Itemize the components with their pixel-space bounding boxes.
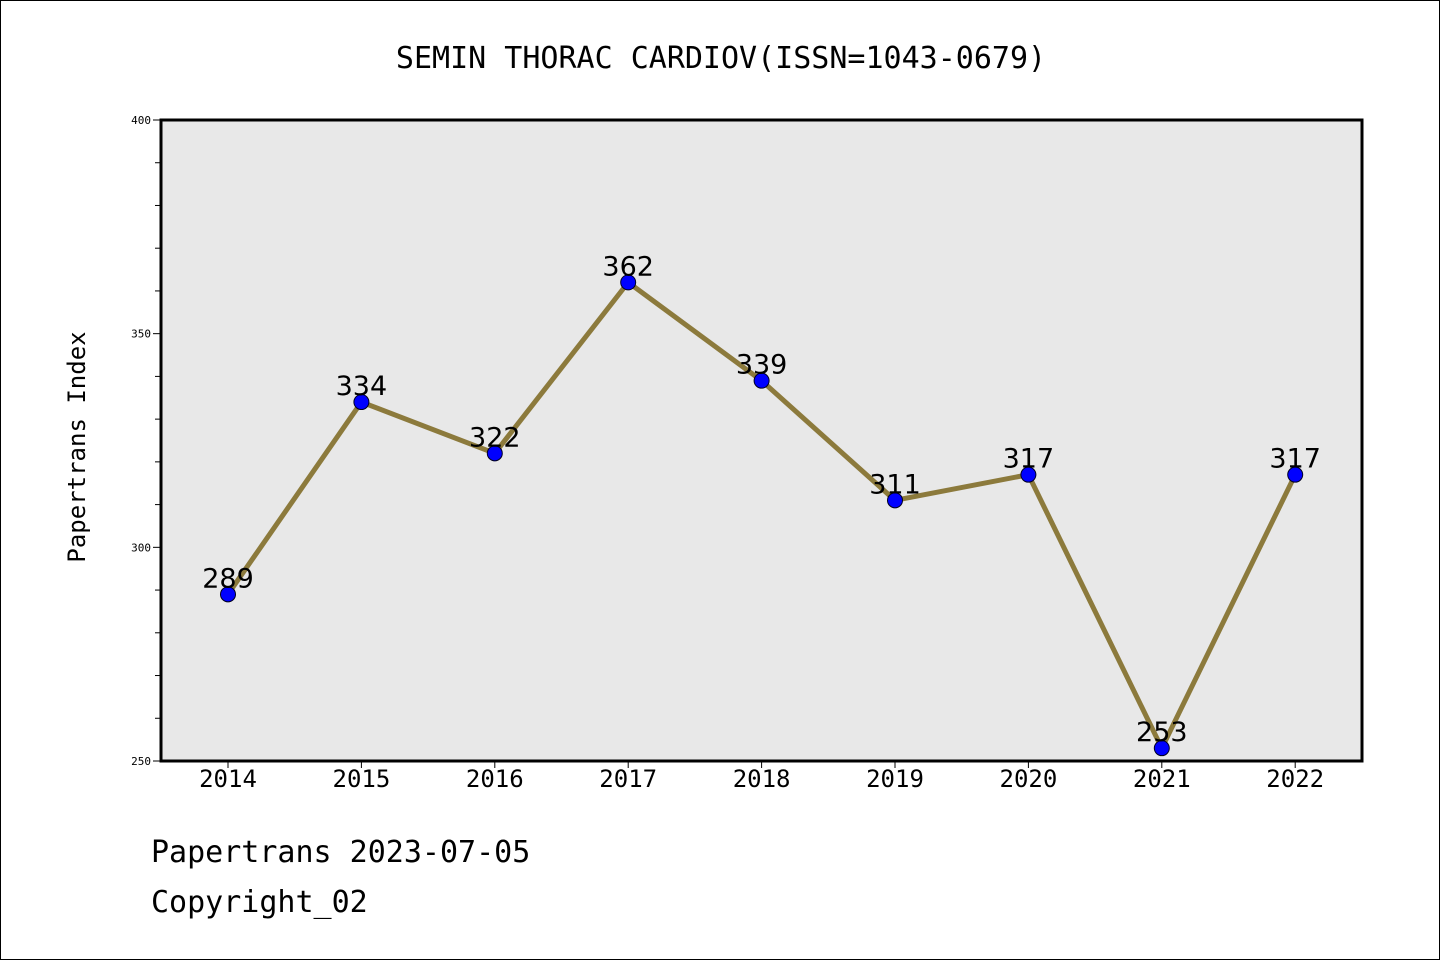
data-point	[1287, 466, 1304, 483]
y-tick-label: 250	[131, 755, 151, 768]
data-point	[887, 492, 903, 509]
data-point	[1020, 466, 1037, 483]
data-point	[220, 586, 236, 603]
x-tick-label: 2015	[333, 765, 391, 793]
footer-source: Papertrans 2023-07-05	[151, 835, 531, 870]
x-tick-label: 2019	[866, 765, 924, 793]
y-tick-label: 350	[131, 328, 151, 341]
x-tick-label: 2022	[1266, 765, 1324, 793]
data-label: 317	[1269, 444, 1321, 475]
y-tick-label: 400	[131, 114, 151, 127]
footer-copyright: Copyright_02	[151, 885, 368, 920]
x-tick-label: 2016	[466, 765, 524, 793]
x-axis: 2014 2015 2016 2017 2018 2019 2020 2021 2022	[199, 761, 1324, 793]
y-axis-label: Papertrans Index	[63, 331, 91, 562]
x-tick-label: 2017	[599, 765, 657, 793]
y-tick-label: 300	[131, 541, 151, 554]
chart-title: SEMIN THORAC CARDIOV(ISSN=1043-0679)	[396, 41, 1046, 76]
data-point	[486, 445, 503, 462]
x-tick-label: 2014	[199, 765, 257, 793]
plot-area	[159, 118, 1364, 763]
data-label: 339	[736, 350, 788, 381]
data-label: 322	[469, 422, 521, 453]
data-label: 289	[202, 563, 254, 594]
x-tick-label: 2021	[1133, 765, 1191, 793]
data-point	[753, 372, 770, 389]
x-tick-label: 2020	[1000, 765, 1058, 793]
data-point	[353, 394, 370, 411]
data-point	[620, 274, 637, 291]
data-point	[1153, 740, 1170, 757]
data-label: 334	[336, 371, 388, 402]
x-tick-label: 2018	[733, 765, 791, 793]
data-label: 362	[602, 251, 654, 282]
data-label: 253	[1136, 717, 1188, 748]
data-label: 317	[1003, 444, 1055, 475]
y-axis: 250 300 350 400	[131, 114, 161, 768]
data-label: 311	[869, 469, 921, 500]
series-line-group	[220, 274, 1304, 757]
data-labels: 289 334 322 362 339 311 317 253 317	[202, 251, 1321, 748]
